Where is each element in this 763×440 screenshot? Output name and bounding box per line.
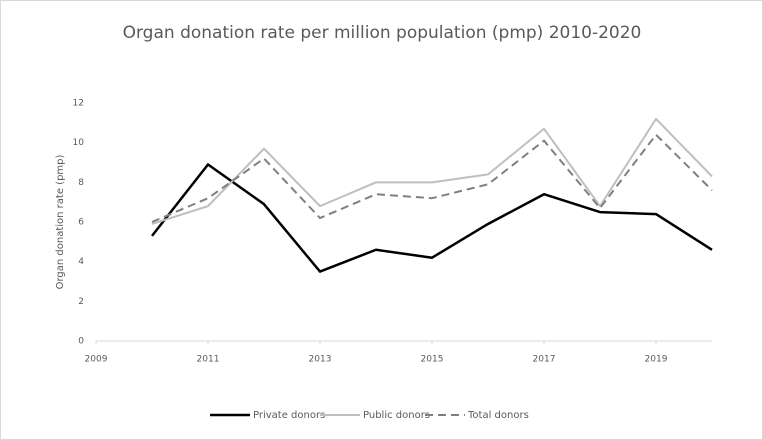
chart-title: Organ donation rate per million populati… (123, 23, 642, 43)
x-tick-label: 2011 (197, 355, 220, 365)
y-tick-label: 8 (78, 178, 84, 188)
x-tick-label: 2019 (645, 355, 668, 365)
legend-label: Public donors (363, 410, 430, 421)
x-tick-label: 2013 (309, 355, 332, 365)
y-tick-label: 2 (78, 297, 84, 307)
y-tick-label: 0 (78, 337, 84, 347)
x-tick-label: 2017 (533, 355, 556, 365)
series-line (151, 133, 713, 223)
series-line (151, 163, 713, 273)
legend-label: Private donors (253, 410, 325, 421)
series-line (151, 117, 713, 225)
y-tick-label: 4 (78, 257, 84, 267)
x-tick-label: 2009 (85, 355, 108, 365)
x-tick-label: 2015 (421, 355, 444, 365)
y-tick-label: 10 (73, 138, 85, 148)
legend-label: Total donors (467, 410, 529, 421)
y-axis-label: Organ donation rate (pmp) (55, 155, 66, 290)
y-tick-label: 12 (73, 99, 84, 109)
y-tick-label: 6 (78, 218, 84, 228)
